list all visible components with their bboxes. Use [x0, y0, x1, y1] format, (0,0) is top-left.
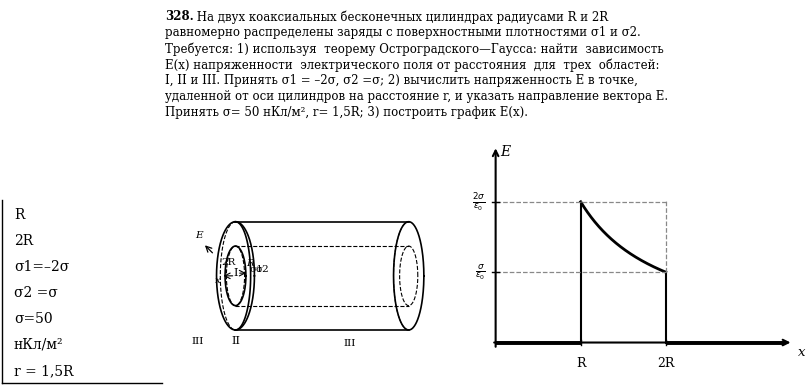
Text: 328.: 328. — [165, 10, 194, 23]
Text: E(x) напряженности  электрического поля от расстояния  для  трех  областей:: E(x) напряженности электрического поля о… — [165, 58, 659, 71]
Text: Принять σ= 50 нКл/м², r= 1,5R; 3) построить график E(x).: Принять σ= 50 нКл/м², r= 1,5R; 3) постро… — [165, 106, 527, 119]
Text: 2R: 2R — [656, 357, 674, 370]
Text: σ1: σ1 — [250, 265, 264, 274]
Text: E: E — [500, 146, 509, 159]
Text: r = 1,5R: r = 1,5R — [14, 364, 74, 378]
Text: $\frac{2\sigma}{\varepsilon_0}$: $\frac{2\sigma}{\varepsilon_0}$ — [471, 191, 485, 213]
Text: На двух коаксиальных бесконечных цилиндрах радиусами R и 2R: На двух коаксиальных бесконечных цилиндр… — [193, 10, 607, 24]
Text: E: E — [195, 231, 202, 240]
Text: R: R — [575, 357, 585, 370]
Text: II: II — [230, 336, 240, 345]
Text: удаленной от оси цилиндров на расстояние r, и указать направление вектора E.: удаленной от оси цилиндров на расстояние… — [165, 90, 667, 103]
Text: σ=50: σ=50 — [14, 312, 53, 326]
Text: x: x — [214, 276, 221, 285]
Text: III: III — [191, 336, 204, 345]
Text: 2R: 2R — [221, 258, 236, 267]
Text: R: R — [14, 208, 24, 222]
Text: III: III — [342, 339, 355, 348]
Text: 2R: 2R — [14, 234, 33, 248]
Text: σ2 =σ: σ2 =σ — [14, 286, 58, 300]
Text: x: x — [796, 346, 804, 359]
Text: σ2: σ2 — [255, 265, 269, 274]
Text: Требуется: 1) используя  теорему Остроградского—Гаусса: найти  зависимость: Требуется: 1) используя теорему Острогра… — [165, 42, 663, 55]
Text: нКл/м²: нКл/м² — [14, 338, 63, 352]
Text: I: I — [233, 268, 238, 278]
Text: $\frac{\sigma}{\varepsilon_0}$: $\frac{\sigma}{\varepsilon_0}$ — [474, 262, 485, 282]
Text: I, II и III. Принять σ1 = –2σ, σ2 =σ; 2) вычислить напряженность E в точке,: I, II и III. Принять σ1 = –2σ, σ2 =σ; 2)… — [165, 74, 637, 87]
Text: σ1=–2σ: σ1=–2σ — [14, 260, 69, 274]
Text: равномерно распределены заряды с поверхностными плотностями σ1 и σ2.: равномерно распределены заряды с поверхн… — [165, 26, 640, 39]
Text: R: R — [246, 259, 254, 268]
